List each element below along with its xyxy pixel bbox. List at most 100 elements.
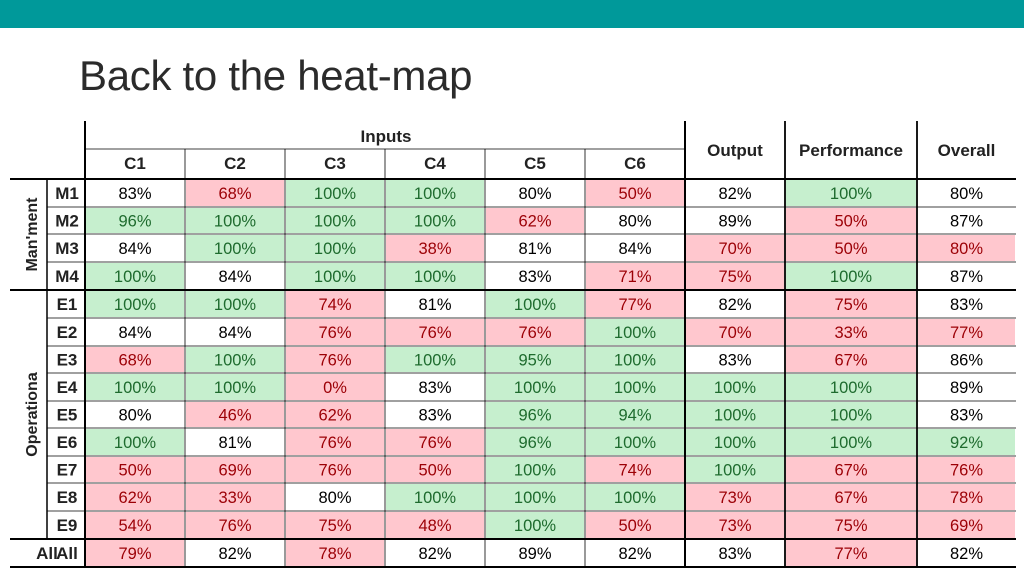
cell-value-e3-c2: 100% — [214, 352, 257, 370]
heatmap-cell-e2-c1 — [86, 319, 184, 345]
cell-value-e8-c6: 100% — [614, 489, 657, 507]
heatmap-cell-e1-c6 — [586, 291, 684, 317]
cell-value-e6-c2: 81% — [218, 434, 251, 452]
cell-value-e8-c5: 100% — [514, 489, 557, 507]
cell-value-e3-c3: 76% — [318, 352, 351, 370]
heatmap-cell-e1-overall — [918, 291, 1015, 317]
cell-value-e5-performance: 100% — [830, 407, 873, 425]
cell-value-e7-c6: 74% — [618, 462, 651, 480]
cell-value-e1-c6: 77% — [618, 296, 651, 314]
row-label-m2: M2 — [55, 212, 79, 231]
column-header-c1: C1 — [124, 154, 146, 173]
heatmap-cell-m4-c5 — [486, 263, 584, 289]
heatmap-cell-m4-c3 — [286, 263, 384, 289]
cell-value-e4-overall: 89% — [950, 379, 983, 397]
heatmap-cell-m2-c1 — [86, 208, 184, 233]
cell-value-e5-c1: 80% — [118, 407, 151, 425]
row-label-e6: E6 — [57, 433, 78, 452]
heatmap-cells: 83% 68% 100% 100% 80% 50% 82% 100% 80% 96% 100% 100… — [86, 180, 1015, 566]
cell-value-all-c4: 82% — [418, 545, 451, 563]
heatmap-cell-all-c1 — [86, 540, 184, 566]
cell-value-e6-c6: 100% — [614, 434, 657, 452]
cell-value-e6-c1: 100% — [114, 434, 157, 452]
heatmap-cell-e9-output — [686, 512, 784, 538]
heatmap-cell-m3-output — [686, 235, 784, 261]
cell-value-e4-c4: 83% — [418, 379, 451, 397]
heatmap-cell-e9-c6 — [586, 512, 684, 538]
heatmap-cell-e7-c4 — [386, 457, 484, 482]
cell-value-all-output: 83% — [718, 545, 751, 563]
column-header-c2: C2 — [224, 154, 246, 173]
cell-value-e7-overall: 76% — [950, 462, 983, 480]
cell-value-e2-performance: 33% — [834, 324, 867, 342]
heatmap-cell-e8-c3 — [286, 484, 384, 510]
heatmap-cell-m4-c2 — [186, 263, 284, 289]
heatmap-cell-e4-c4 — [386, 374, 484, 400]
heatmap-cell-e4-c5 — [486, 374, 584, 400]
cell-value-e9-c2: 76% — [218, 517, 251, 535]
column-header-performance: Performance — [799, 141, 903, 160]
column-header-c3: C3 — [324, 154, 346, 173]
cell-value-e2-c4: 76% — [418, 324, 451, 342]
heatmap-cell-e2-c4 — [386, 319, 484, 345]
cell-value-e4-c2: 100% — [214, 379, 257, 397]
heatmap-cell-all-overall — [918, 540, 1015, 566]
cell-value-m2-c4: 100% — [414, 213, 457, 231]
heatmap-cell-all-c2 — [186, 540, 284, 566]
heatmap-cell-e5-overall — [918, 402, 1015, 427]
cell-value-m2-performance: 50% — [834, 213, 867, 231]
row-label-e5: E5 — [57, 406, 78, 425]
heatmap-cell-e5-c4 — [386, 402, 484, 427]
cell-value-e2-c2: 84% — [218, 324, 251, 342]
heatmap-cell-e9-c1 — [86, 512, 184, 538]
heatmap-cell-m1-output — [686, 180, 784, 206]
heatmap-cell-m3-c3 — [286, 235, 384, 261]
cell-value-e4-output: 100% — [714, 379, 757, 397]
cell-value-e2-overall: 77% — [950, 324, 983, 342]
heatmap-cell-m4-c1 — [86, 263, 184, 289]
cell-value-e1-c2: 100% — [214, 296, 257, 314]
cell-value-e2-c3: 76% — [318, 324, 351, 342]
heatmap-cell-e6-c1 — [86, 429, 184, 455]
heatmap-cell-e2-c2 — [186, 319, 284, 345]
heatmap-cell-m4-c4 — [386, 263, 484, 289]
cell-value-m3-overall: 80% — [950, 240, 983, 258]
cell-value-m2-c5: 62% — [518, 213, 551, 231]
column-header-c5: C5 — [524, 154, 546, 173]
heatmap-cell-all-c5 — [486, 540, 584, 566]
cell-value-m2-output: 89% — [718, 213, 751, 231]
heatmap-cell-e4-performance — [786, 374, 916, 400]
heatmap-cell-e6-c2 — [186, 429, 284, 455]
cell-value-e1-performance: 75% — [834, 296, 867, 314]
heatmap-cell-e7-c2 — [186, 457, 284, 482]
table-gridlines — [10, 121, 1016, 568]
heatmap-cell-m2-c3 — [286, 208, 384, 233]
cell-value-e4-c5: 100% — [514, 379, 557, 397]
cell-value-all-c6: 82% — [618, 545, 651, 563]
row-label-all: All — [56, 544, 78, 563]
heatmap-cell-e5-c3 — [286, 402, 384, 427]
cell-value-m3-c6: 84% — [618, 240, 651, 258]
heatmap-cell-e1-c1 — [86, 291, 184, 317]
cell-value-all-c2: 82% — [218, 545, 251, 563]
heatmap-cell-m2-performance — [786, 208, 916, 233]
row-label-m1: M1 — [55, 184, 79, 203]
slide-title: Back to the heat-map — [79, 52, 473, 99]
cell-value-e7-c5: 100% — [514, 462, 557, 480]
cell-value-m3-performance: 50% — [834, 240, 867, 258]
heatmap-cell-e5-c6 — [586, 402, 684, 427]
cell-value-e5-c3: 62% — [318, 407, 351, 425]
cell-value-e9-c5: 100% — [514, 517, 557, 535]
heatmap-cell-e1-c4 — [386, 291, 484, 317]
heatmap-cell-m2-output — [686, 208, 784, 233]
heatmap-cell-e4-c3 — [286, 374, 384, 400]
cell-value-m1-c1: 83% — [118, 185, 151, 203]
cell-value-all-performance: 77% — [834, 545, 867, 563]
column-header-overall: Overall — [938, 141, 996, 160]
cell-value-m1-c6: 50% — [618, 185, 651, 203]
row-label-e9: E9 — [57, 516, 78, 535]
cell-value-e9-c1: 54% — [118, 517, 151, 535]
heatmap-cell-e2-c5 — [486, 319, 584, 345]
heatmap-cell-all-c6 — [586, 540, 684, 566]
cell-value-e1-output: 82% — [718, 296, 751, 314]
